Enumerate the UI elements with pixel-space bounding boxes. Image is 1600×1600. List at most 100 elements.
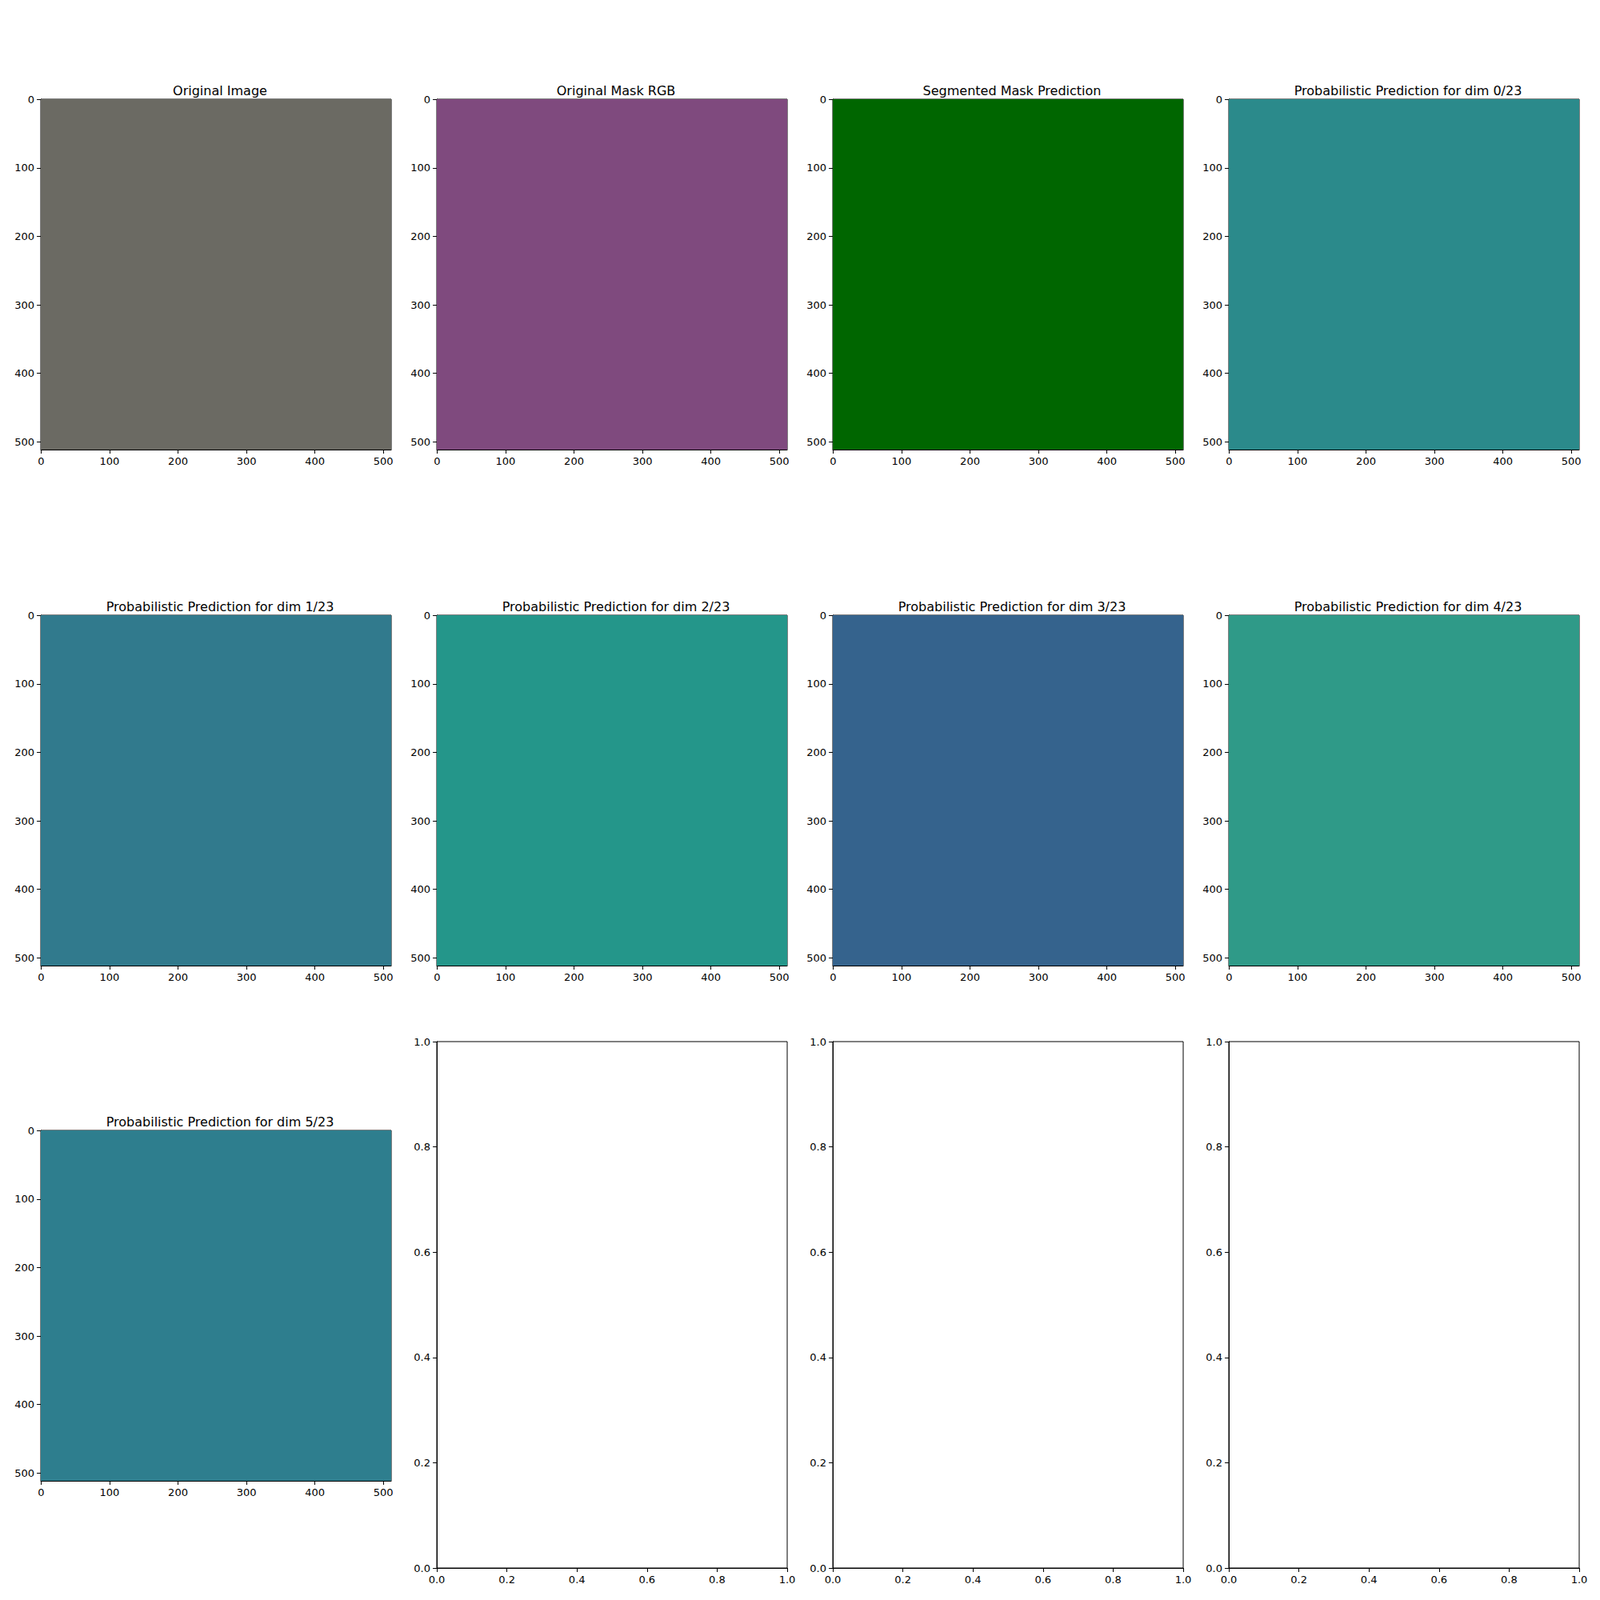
svg-text:400: 400 [410,883,431,896]
svg-text:200: 200 [14,1261,35,1274]
svg-text:200: 200 [1356,455,1376,468]
svg-text:400: 400 [700,971,721,984]
svg-text:Probabilistic Prediction for d: Probabilistic Prediction for dim 3/23 [898,599,1127,615]
svg-text:Original Mask RGB: Original Mask RGB [556,83,676,99]
svg-text:100: 100 [806,161,827,174]
svg-text:0.4: 0.4 [413,1351,431,1364]
svg-text:400: 400 [1202,367,1223,380]
svg-text:1.0: 1.0 [1205,1036,1223,1048]
svg-text:300: 300 [410,299,431,312]
svg-text:400: 400 [304,971,325,984]
svg-text:100: 100 [100,455,120,468]
svg-text:0: 0 [820,609,827,622]
svg-text:100: 100 [1202,677,1223,690]
svg-text:400: 400 [806,883,827,896]
svg-text:400: 400 [14,1398,35,1411]
svg-text:400: 400 [14,367,35,380]
svg-text:200: 200 [1356,971,1376,984]
svg-text:0.4: 0.4 [568,1573,586,1586]
svg-text:0: 0 [1216,93,1223,106]
svg-text:100: 100 [14,161,35,174]
svg-text:0: 0 [37,455,44,468]
svg-text:400: 400 [1096,455,1117,468]
svg-text:100: 100 [14,677,35,690]
svg-text:500: 500 [1202,952,1223,964]
svg-text:200: 200 [960,455,980,468]
svg-text:0: 0 [28,1124,35,1137]
svg-text:0.2: 0.2 [498,1573,516,1586]
svg-text:100: 100 [496,971,516,984]
svg-text:0.8: 0.8 [1205,1140,1223,1153]
svg-text:0.0: 0.0 [428,1573,446,1586]
svg-text:400: 400 [410,367,431,380]
svg-text:500: 500 [806,952,827,964]
svg-text:300: 300 [14,299,35,312]
svg-text:0.8: 0.8 [1500,1573,1518,1586]
svg-text:200: 200 [168,1486,188,1499]
svg-text:300: 300 [14,1330,35,1343]
svg-text:300: 300 [632,455,653,468]
svg-text:500: 500 [1561,455,1582,468]
svg-text:100: 100 [892,455,912,468]
svg-text:500: 500 [373,1486,394,1499]
svg-text:100: 100 [410,161,431,174]
svg-text:0: 0 [1225,971,1232,984]
svg-text:0.2: 0.2 [809,1456,827,1469]
svg-text:500: 500 [1202,436,1223,448]
svg-text:0: 0 [1216,609,1223,622]
svg-text:0.2: 0.2 [413,1456,431,1469]
svg-text:0.2: 0.2 [1205,1456,1223,1469]
svg-text:0.4: 0.4 [809,1351,827,1364]
svg-text:200: 200 [960,971,980,984]
svg-text:300: 300 [1202,299,1223,312]
svg-text:300: 300 [410,815,431,828]
svg-text:1.0: 1.0 [1571,1573,1588,1586]
svg-text:300: 300 [1424,455,1445,468]
svg-text:300: 300 [632,971,653,984]
svg-text:400: 400 [1492,455,1513,468]
svg-text:200: 200 [564,971,584,984]
svg-text:Probabilistic Prediction for d: Probabilistic Prediction for dim 2/23 [502,599,731,615]
svg-text:400: 400 [1492,971,1513,984]
svg-text:0.8: 0.8 [809,1140,827,1153]
svg-text:0.6: 0.6 [809,1246,827,1259]
svg-text:0.4: 0.4 [1360,1573,1378,1586]
svg-text:500: 500 [410,436,431,448]
svg-text:300: 300 [1028,455,1049,468]
svg-text:500: 500 [1165,971,1186,984]
svg-text:200: 200 [806,746,827,759]
svg-text:1.0: 1.0 [809,1036,827,1048]
svg-text:500: 500 [769,455,790,468]
svg-text:0: 0 [28,93,35,106]
svg-text:0: 0 [28,609,35,622]
svg-text:200: 200 [168,971,188,984]
svg-text:100: 100 [1288,971,1308,984]
svg-text:100: 100 [496,455,516,468]
svg-text:0: 0 [433,971,440,984]
svg-text:Probabilistic Prediction for d: Probabilistic Prediction for dim 0/23 [1294,83,1523,99]
svg-text:400: 400 [700,455,721,468]
svg-text:300: 300 [236,971,257,984]
svg-text:0: 0 [433,455,440,468]
svg-text:500: 500 [373,455,394,468]
svg-text:500: 500 [769,971,790,984]
svg-text:0.8: 0.8 [708,1573,726,1586]
svg-text:200: 200 [1202,746,1223,759]
svg-text:100: 100 [14,1192,35,1205]
svg-text:1.0: 1.0 [779,1573,796,1586]
svg-text:0.4: 0.4 [964,1573,982,1586]
svg-text:100: 100 [1288,455,1308,468]
svg-text:0.6: 0.6 [413,1246,431,1259]
svg-text:100: 100 [892,971,912,984]
svg-text:Probabilistic Prediction for d: Probabilistic Prediction for dim 1/23 [106,599,335,615]
svg-text:0: 0 [829,971,836,984]
svg-text:0.0: 0.0 [1220,1573,1238,1586]
svg-text:0.6: 0.6 [1205,1246,1223,1259]
svg-text:200: 200 [14,746,35,759]
svg-text:0: 0 [820,93,827,106]
svg-text:500: 500 [410,952,431,964]
svg-text:500: 500 [1561,971,1582,984]
svg-text:500: 500 [373,971,394,984]
svg-text:500: 500 [806,436,827,448]
svg-text:0.6: 0.6 [1034,1573,1052,1586]
